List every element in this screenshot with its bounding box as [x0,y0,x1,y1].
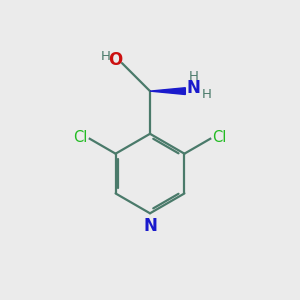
Text: H: H [101,50,111,63]
Text: O: O [108,51,123,69]
Text: Cl: Cl [213,130,227,145]
Text: N: N [187,79,200,97]
Text: H: H [189,70,199,83]
Text: N: N [143,217,157,235]
Polygon shape [150,88,185,94]
Text: Cl: Cl [73,130,87,145]
Text: H: H [202,88,212,100]
